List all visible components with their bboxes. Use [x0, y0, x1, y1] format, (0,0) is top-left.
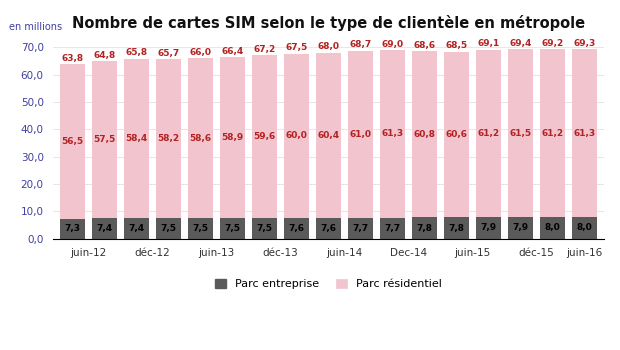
Text: 60,8: 60,8	[414, 130, 435, 139]
Bar	[188, 218, 213, 239]
Bar	[444, 52, 469, 217]
Text: 69,3: 69,3	[574, 39, 596, 48]
Text: 58,6: 58,6	[190, 134, 211, 142]
Text: 58,4: 58,4	[125, 134, 148, 143]
Bar	[156, 218, 181, 239]
Text: 7,5: 7,5	[193, 224, 208, 233]
Bar	[188, 58, 213, 218]
Text: 69,4: 69,4	[509, 38, 532, 48]
Text: 61,3: 61,3	[381, 130, 404, 138]
Text: 7,4: 7,4	[128, 224, 144, 233]
Text: 7,5: 7,5	[257, 224, 273, 233]
Bar	[476, 217, 501, 239]
Text: 7,6: 7,6	[288, 224, 304, 233]
Text: 56,5: 56,5	[61, 137, 84, 146]
Bar	[508, 49, 533, 217]
Text: 66,4: 66,4	[221, 47, 244, 56]
Text: 57,5: 57,5	[94, 135, 116, 144]
Text: 67,5: 67,5	[285, 43, 308, 52]
Bar	[60, 64, 85, 219]
Bar	[316, 53, 341, 218]
Bar	[252, 55, 277, 218]
Bar	[380, 218, 405, 239]
Text: 7,4: 7,4	[97, 224, 113, 233]
Text: 7,9: 7,9	[480, 223, 497, 232]
Bar	[476, 50, 501, 217]
Bar	[60, 219, 85, 239]
Text: 60,6: 60,6	[446, 130, 467, 139]
Bar	[124, 59, 149, 218]
Text: 65,7: 65,7	[157, 49, 180, 58]
Bar	[508, 217, 533, 239]
Text: 7,3: 7,3	[64, 224, 81, 233]
Bar	[540, 49, 565, 217]
Text: 7,7: 7,7	[352, 224, 368, 233]
Text: 65,8: 65,8	[125, 48, 148, 57]
Bar	[92, 218, 117, 239]
Bar	[316, 218, 341, 239]
Text: 58,2: 58,2	[157, 134, 180, 143]
Bar	[92, 61, 117, 218]
Bar	[220, 218, 245, 239]
Text: en millions: en millions	[9, 22, 63, 32]
Bar	[412, 217, 437, 239]
Text: 59,6: 59,6	[254, 132, 276, 141]
Text: 7,8: 7,8	[448, 224, 464, 232]
Legend: Parc entreprise, Parc résidentiel: Parc entreprise, Parc résidentiel	[211, 274, 446, 294]
Bar	[444, 217, 469, 239]
Text: 68,5: 68,5	[445, 41, 467, 50]
Text: 60,0: 60,0	[286, 131, 308, 140]
Text: 68,6: 68,6	[414, 41, 436, 50]
Text: 63,8: 63,8	[61, 54, 84, 63]
Text: 68,7: 68,7	[350, 41, 371, 49]
Text: 60,4: 60,4	[317, 131, 340, 140]
Text: 8,0: 8,0	[577, 223, 592, 232]
Bar	[252, 218, 277, 239]
Text: 66,0: 66,0	[190, 48, 211, 57]
Text: 61,0: 61,0	[350, 130, 371, 139]
Text: 7,8: 7,8	[417, 224, 433, 232]
Text: 68,0: 68,0	[317, 42, 340, 51]
Text: 69,2: 69,2	[541, 39, 564, 48]
Bar	[572, 217, 597, 239]
Text: 61,2: 61,2	[477, 129, 500, 138]
Text: 8,0: 8,0	[544, 223, 560, 232]
Text: 58,9: 58,9	[221, 133, 244, 142]
Text: 69,0: 69,0	[381, 40, 404, 49]
Title: Nombre de cartes SIM selon le type de clientèle en métropole: Nombre de cartes SIM selon le type de cl…	[72, 15, 585, 31]
Text: 69,1: 69,1	[477, 39, 500, 48]
Text: 7,6: 7,6	[321, 224, 337, 233]
Bar	[412, 51, 437, 217]
Text: 7,5: 7,5	[224, 224, 241, 233]
Bar	[348, 51, 373, 218]
Bar	[124, 218, 149, 239]
Bar	[572, 49, 597, 217]
Bar	[156, 59, 181, 218]
Bar	[220, 57, 245, 218]
Text: 64,8: 64,8	[94, 51, 116, 60]
Text: 61,5: 61,5	[510, 128, 531, 138]
Text: 7,9: 7,9	[512, 223, 528, 232]
Bar	[540, 217, 565, 239]
Bar	[348, 218, 373, 239]
Text: 61,2: 61,2	[541, 129, 564, 138]
Bar	[380, 50, 405, 218]
Bar	[284, 218, 309, 239]
Bar	[284, 54, 309, 218]
Text: 7,7: 7,7	[384, 224, 401, 233]
Text: 61,3: 61,3	[574, 128, 595, 138]
Text: 67,2: 67,2	[254, 45, 276, 54]
Text: 7,5: 7,5	[161, 224, 177, 233]
